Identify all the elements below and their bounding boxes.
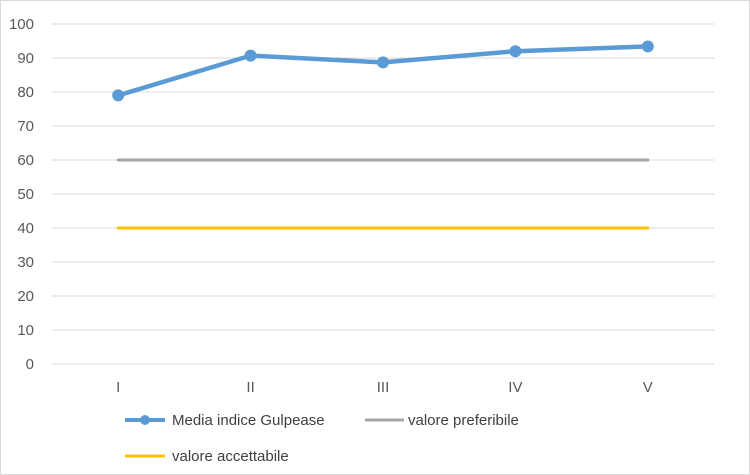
y-tick-label: 20	[17, 288, 34, 305]
data-point	[377, 56, 389, 69]
data-point	[641, 40, 654, 53]
data-point	[244, 49, 257, 62]
legend-label: valore preferibile	[408, 412, 519, 429]
legend: Media indice Gulpease valore preferibile…	[125, 412, 519, 465]
y-tick-label: 60	[17, 152, 34, 169]
series-line-1	[115, 44, 651, 98]
y-tick-label: 50	[17, 186, 34, 203]
legend-item-3: valore accettabile	[125, 448, 289, 465]
x-tick-label: IV	[508, 379, 522, 396]
legend-item-2: valore preferibile	[365, 412, 519, 429]
series-group	[112, 40, 654, 230]
legend-label: Media indice Gulpease	[172, 412, 325, 429]
y-tick-label: 30	[17, 254, 34, 271]
y-tick-label: 70	[17, 118, 34, 135]
y-tick-label: 80	[17, 84, 34, 101]
y-tick-label: 40	[17, 220, 34, 237]
x-axis-ticks: I II III IV V	[116, 379, 653, 396]
y-tick-label: 100	[9, 16, 34, 33]
gridlines	[52, 23, 714, 365]
data-point	[509, 45, 522, 58]
x-tick-label: I	[116, 379, 120, 396]
x-tick-label: III	[377, 379, 390, 396]
y-axis-ticks: 0 10 20 30 40 50 60 70 80 90 100	[9, 16, 34, 373]
y-tick-label: 0	[26, 356, 34, 373]
y-tick-label: 10	[17, 322, 34, 339]
data-point	[112, 89, 125, 102]
legend-label: valore accettabile	[172, 448, 289, 465]
x-tick-label: II	[246, 379, 254, 396]
legend-swatch-marker	[140, 415, 150, 425]
x-tick-label: V	[643, 379, 653, 396]
y-tick-label: 90	[17, 50, 34, 67]
legend-item-1: Media indice Gulpease	[125, 412, 325, 429]
